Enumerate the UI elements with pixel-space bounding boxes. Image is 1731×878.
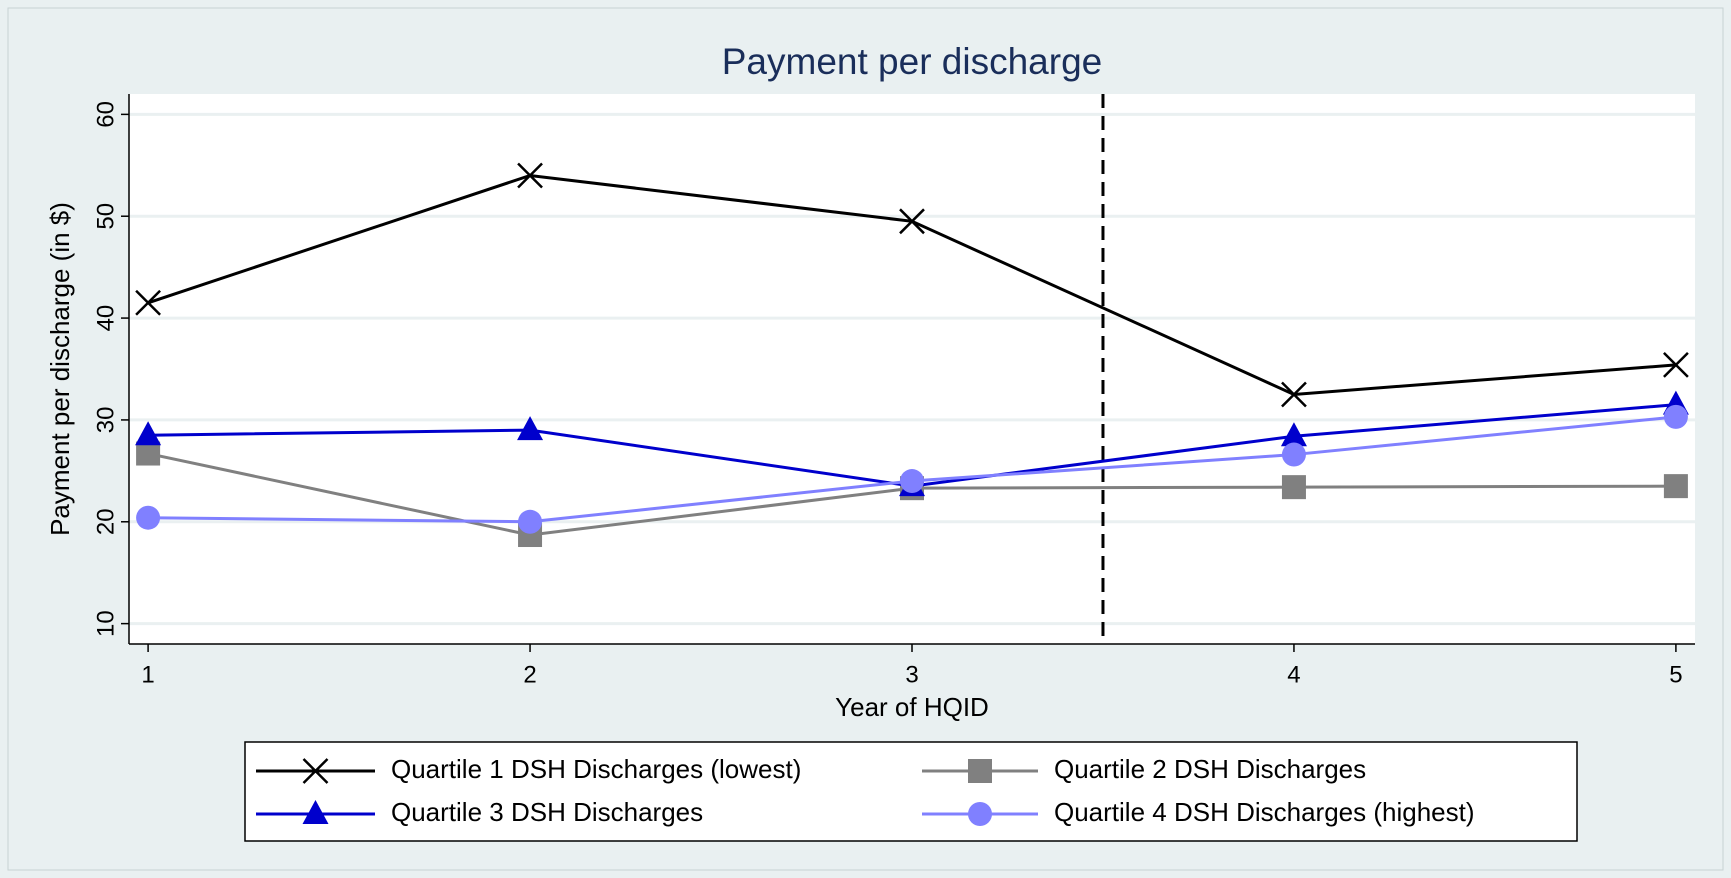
legend-marker (968, 802, 992, 826)
point (518, 509, 543, 534)
legend-marker (302, 758, 329, 784)
x-tick-label: 1 (141, 661, 154, 688)
legend-marker (302, 800, 329, 824)
x-tick-label: 4 (1287, 661, 1300, 688)
point (1281, 475, 1306, 500)
point (135, 421, 162, 446)
point (136, 441, 161, 466)
point (1280, 422, 1307, 447)
point (899, 208, 925, 235)
point (136, 505, 161, 530)
y-tick-label: 40 (92, 305, 119, 332)
point (1663, 352, 1689, 378)
point (517, 162, 543, 189)
x-tick-label: 5 (1669, 661, 1682, 688)
y-tick-label: 50 (92, 203, 119, 230)
legend-label: Quartile 1 DSH Discharges (lowest) (391, 754, 801, 784)
x-tick-label: 2 (523, 661, 536, 688)
legend-label: Quartile 4 DSH Discharges (highest) (1054, 797, 1475, 827)
point (900, 469, 924, 494)
plot-area (129, 94, 1695, 644)
point (1663, 474, 1688, 499)
y-tick-label: 60 (92, 101, 119, 128)
y-tick-label: 20 (92, 508, 119, 535)
point (1281, 442, 1306, 467)
legend-label: Quartile 2 DSH Discharges (1054, 754, 1366, 784)
chart-title: Payment per discharge (722, 41, 1102, 82)
legend-marker (968, 759, 992, 783)
legend (244, 741, 1578, 842)
point (1663, 404, 1688, 429)
y-axis-title: Payment per discharge (in $) (45, 202, 75, 536)
legend-label: Quartile 3 DSH Discharges (391, 797, 703, 827)
point (135, 289, 161, 316)
point (517, 416, 544, 441)
y-tick-label: 30 (92, 407, 119, 434)
x-axis-title: Year of HQID (835, 692, 989, 722)
y-tick-label: 10 (92, 610, 119, 637)
point (1281, 381, 1307, 408)
x-tick-label: 3 (905, 661, 918, 688)
